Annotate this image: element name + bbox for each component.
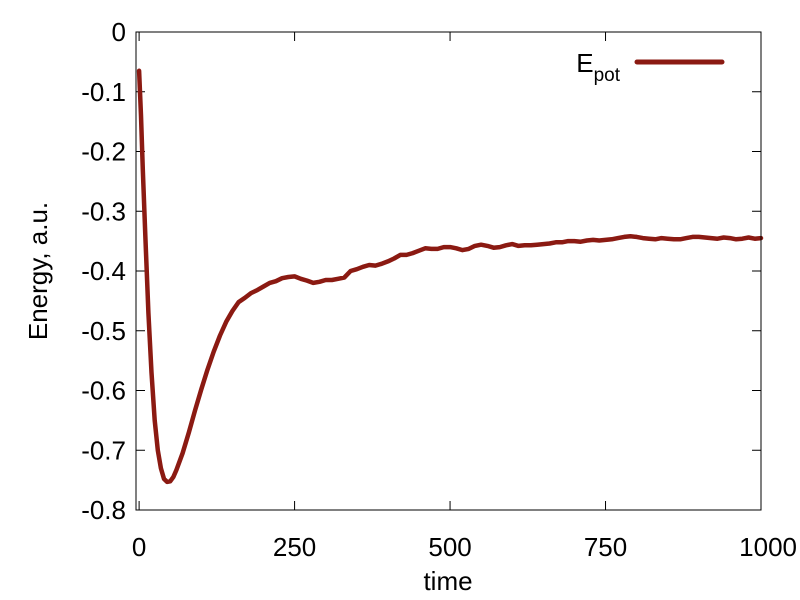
y-tick-label: -0.5 [81,316,126,346]
y-tick-label: -0.8 [81,495,126,525]
y-axis-title: Energy, a.u. [23,202,53,340]
x-tick-label: 1000 [739,532,797,562]
legend-label-subscript: pot [594,65,621,86]
legend-label-main: E [576,48,593,78]
series-line-epot [136,68,764,485]
y-tick-label: 0 [112,17,126,47]
plot-frame [135,31,762,511]
y-tick-label: -0.2 [81,137,126,167]
y-tick-label: -0.7 [81,435,126,465]
x-tick-label: 750 [584,532,627,562]
series-layer [136,68,764,485]
x-axis-title: time [423,566,472,596]
y-tick-label: -0.4 [81,256,126,286]
legend: Epot [576,48,725,86]
legend-label: Epot [576,48,620,86]
y-tick-label: -0.1 [81,77,126,107]
y-axis-ticks: -0.8 -0.7 -0.6 -0.5 -0.4 -0.3 -0.2 -0.1 0 [81,17,761,525]
x-tick-label: 0 [132,532,146,562]
x-axis-ticks: 0 250 500 750 1000 [132,32,797,562]
y-tick-label: -0.3 [81,196,126,226]
y-tick-label: -0.6 [81,376,126,406]
x-tick-label: 500 [428,532,471,562]
x-tick-label: 250 [273,532,316,562]
